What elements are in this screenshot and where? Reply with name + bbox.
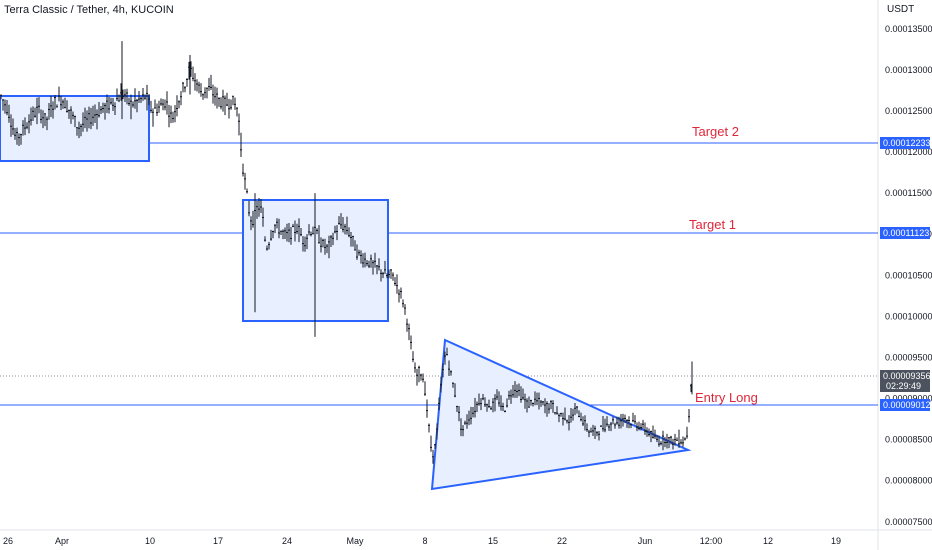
x-tick-label: May: [346, 536, 364, 546]
y-tick-label: 0.00008500: [885, 435, 932, 445]
y-tick-label: 0.00012000: [885, 147, 932, 157]
entry-long-price: 0.00009012: [883, 400, 931, 410]
time-axis[interactable]: 26 Apr 10 17 24 May 8 15 22 Jun 12:00 12 19: [3, 536, 841, 546]
x-tick-label: Apr: [55, 536, 69, 546]
candles-group: [0, 41, 693, 464]
x-tick-label: 15: [488, 536, 498, 546]
y-tick-label: 0.00009500: [885, 352, 932, 362]
x-tick-label: 22: [557, 536, 567, 546]
y-tick-label: 0.00013500: [885, 24, 932, 34]
x-tick-label: 12:00: [700, 536, 723, 546]
candle-countdown: 02:29:49: [886, 381, 921, 391]
x-tick-label: 8: [422, 536, 427, 546]
x-tick-label: 19: [831, 536, 841, 546]
x-tick-label: 26: [3, 536, 13, 546]
x-tick-label: Jun: [638, 536, 653, 546]
y-tick-label: 0.00013000: [885, 65, 932, 75]
target-1-label: Target 1: [689, 217, 736, 232]
x-tick-label: 10: [145, 536, 155, 546]
x-tick-label: 12: [763, 536, 773, 546]
price-axis[interactable]: 0.00013500 0.00013000 0.00012500 0.00012000…: [885, 24, 932, 527]
y-tick-label: 0.00011500: [885, 188, 932, 198]
last-price: 0.00009356: [883, 371, 931, 381]
y-tick-label: 0.00010000: [885, 311, 932, 321]
x-tick-label: 24: [282, 536, 292, 546]
target-1-price: 0.00011123: [883, 228, 929, 238]
target-2-price-tag: [880, 137, 930, 149]
currency-label: USDT: [887, 4, 915, 15]
range-box-1[interactable]: [0, 95, 150, 162]
y-tick-label: 0.00012500: [885, 106, 932, 116]
last-price-tag: [880, 370, 930, 392]
target-1-price-tag: [880, 227, 930, 239]
y-tick-label: 0.00010500: [885, 270, 932, 280]
entry-long-price-tag: [880, 399, 930, 411]
triangle-pattern[interactable]: [430, 338, 692, 491]
x-tick-label: 17: [213, 536, 223, 546]
y-tick-label: 0.00007500: [885, 517, 932, 527]
y-tick-label: 0.00009000: [885, 394, 932, 404]
chart-title: Terra Classic / Tether, 4h, KUCOIN: [4, 4, 174, 16]
entry-long-label: Entry Long: [695, 390, 758, 405]
y-tick-label: 0.00008000: [885, 476, 932, 486]
target-2-label: Target 2: [692, 124, 739, 139]
target-2-price: 0.00012233: [883, 138, 931, 148]
